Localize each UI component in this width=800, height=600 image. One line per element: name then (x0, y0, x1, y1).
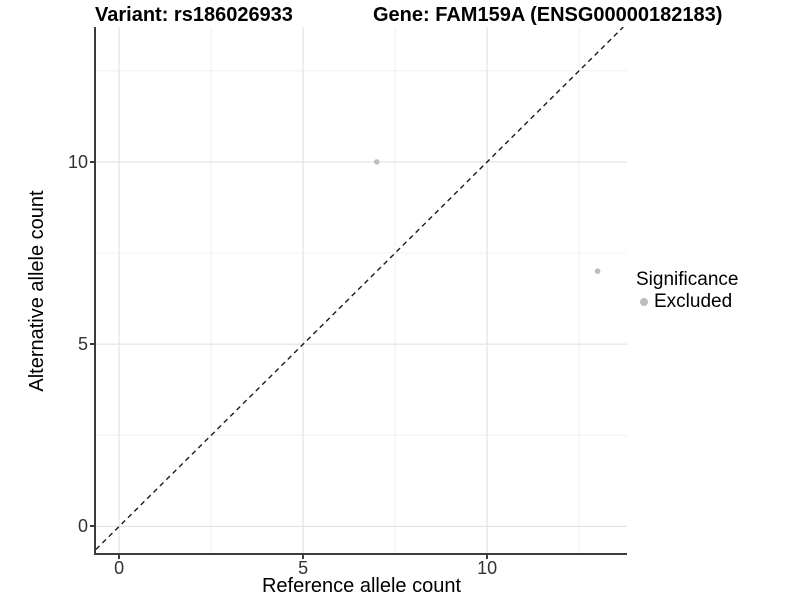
data-point (594, 268, 601, 275)
x-tick-mark (302, 555, 305, 559)
legend-item-excluded: Excluded (636, 291, 796, 313)
y-tick-mark (90, 160, 94, 163)
y-tick-label: 5 (77, 334, 88, 355)
y-axis-line (94, 27, 96, 555)
variant-title: Variant: rs186026933 (95, 4, 293, 26)
y-tick-label: 0 (77, 516, 88, 537)
y-tick-label: 10 (67, 151, 88, 172)
x-tick-mark (118, 555, 121, 559)
x-tick-mark (486, 555, 489, 559)
legend-item-label: Excluded (654, 291, 733, 312)
identity-dashed-line (96, 27, 624, 550)
x-axis-title: Reference allele count (261, 575, 461, 597)
legend-title: Significance (636, 269, 739, 290)
y-tick-mark (90, 525, 94, 528)
plot-panel (96, 27, 627, 553)
x-tick-label: 5 (298, 558, 309, 578)
x-tick-label: 10 (477, 558, 498, 578)
y-axis-title: Alternative allele count (26, 190, 48, 392)
y-tick-mark (90, 343, 94, 346)
legend: Significance Excluded (636, 269, 796, 313)
x-tick-label: 0 (114, 558, 125, 578)
data-point (373, 159, 380, 165)
legend-point-icon (640, 298, 648, 306)
gene-title: Gene: FAM159A (ENSG00000182183) (373, 4, 723, 26)
x-axis-line (94, 553, 627, 555)
